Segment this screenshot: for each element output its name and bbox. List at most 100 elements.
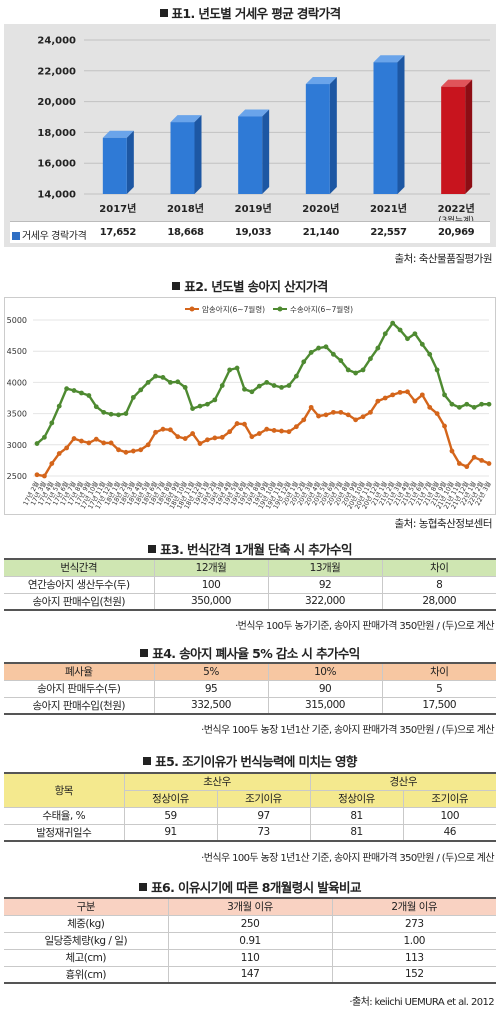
data-point (330, 351, 336, 357)
y-tick-label: 4000 (7, 378, 27, 387)
table2-title: 표2. 년도별 송아지 산지가격 (0, 276, 500, 295)
data-point (360, 367, 366, 373)
data-point (338, 409, 344, 415)
data-point (434, 367, 440, 373)
table5: 항목 초산우 경산우 정상이유 조기이유 정상이유 조기이유 수태율, % 59 9… (4, 772, 496, 842)
table6-title: 표6. 이유시기에 따른 8개월령시 발육비교 (0, 877, 500, 896)
table-row: 연간송아지 생산두수(두) 100 92 8 (4, 576, 496, 594)
data-point (405, 389, 410, 395)
data-point (427, 404, 433, 410)
data-point (293, 373, 299, 379)
legend-label: 수송아지(6~7월령) (290, 304, 353, 314)
data-point (368, 356, 373, 362)
table2-source: 출처: 농협축산정보센터 (394, 518, 493, 530)
data-point (316, 413, 321, 419)
data-point (486, 401, 492, 407)
table-row: 송아지 판매두수(두) 95 90 5 (4, 680, 496, 698)
data-point (390, 392, 396, 398)
bar-side (126, 130, 134, 194)
bar-side (397, 55, 405, 194)
data-point (256, 383, 262, 389)
data-point (212, 435, 218, 441)
bar-top (102, 130, 134, 138)
square-bullet-icon (139, 883, 148, 891)
table3-header-cell: 차이 (382, 558, 496, 577)
data-point (145, 442, 151, 448)
line-chart-panel: 5000 4500 4000 3500 3000 2500 암송아지(6~7월령) 수송아지(… (4, 297, 496, 515)
table3: 번식간격 12개월 13개월 차이 연간송아지 생산두수(두) 100 92 8 송아… (4, 558, 496, 611)
data-point (264, 380, 270, 385)
data-point (293, 424, 299, 430)
data-point (160, 375, 166, 380)
data-point (108, 411, 114, 417)
table3-header-cell: 12개월 (154, 558, 269, 577)
data-point (56, 451, 62, 456)
table1-title: 표1. 년도별 거세우 평균 경락가격 (0, 3, 500, 22)
x-tick-label: 2019년 (235, 202, 272, 215)
bar-chart: 24,000 22,000 20,000 18,000 16,000 14,000 2017… (37, 36, 490, 226)
data-point (419, 341, 425, 347)
bar-value-label: 22,557 (370, 227, 407, 238)
y-tick-label: 22,000 (37, 66, 76, 77)
data-point (234, 365, 240, 371)
table6: 구분 3개월 이유 2개월 이유 체중(kg) 250 273 일당증체량(kg /… (4, 897, 496, 984)
data-point (123, 411, 129, 416)
data-point (79, 390, 84, 396)
data-point (279, 428, 284, 434)
data-point (49, 420, 55, 426)
bar-value-label: 20,969 (438, 227, 475, 238)
data-point (308, 404, 314, 410)
data-point (93, 404, 99, 410)
bar-side (262, 109, 270, 194)
bar-top (305, 77, 337, 85)
data-point (486, 461, 492, 466)
data-point (108, 440, 114, 446)
line-chart: 5000 4500 4000 3500 3000 2500 암송아지(6~7월령) 수송아지(… (7, 304, 493, 510)
table5-header-cell: 초산우 (124, 772, 311, 791)
data-point (101, 409, 107, 415)
legend-marker (189, 306, 195, 312)
data-point (456, 404, 462, 410)
y-tick-label: 20,000 (37, 97, 76, 108)
square-bullet-icon (140, 649, 149, 657)
data-point (338, 358, 344, 363)
legend-item: 수송아지(6~7월령) (273, 304, 353, 314)
y-tick-label: 5000 (7, 316, 27, 325)
table5-subheader-cell: 조기이유 (217, 790, 311, 808)
table-row: 흉위(cm) 147 152 (4, 966, 496, 984)
data-point (316, 345, 321, 351)
bar (102, 130, 134, 194)
bar-front (441, 86, 466, 194)
table5-header-cell: 경산우 (310, 772, 496, 791)
legend-marker (277, 306, 283, 312)
table3-title: 표3. 번식간격 1개월 단축 시 추가수익 (0, 539, 500, 558)
legend-label: 암송아지(6~7월령) (202, 304, 265, 314)
bar (238, 109, 270, 194)
y-tick-label: 2500 (7, 472, 27, 481)
data-point (42, 473, 47, 479)
table-row: 발정재귀일수 91 73 81 46 (4, 824, 496, 842)
data-point (182, 436, 188, 441)
y-tick-label: 4500 (7, 347, 27, 356)
data-point (86, 440, 92, 446)
data-point (116, 447, 121, 453)
data-point (427, 351, 433, 357)
x-tick-label: 2017년 (99, 202, 136, 215)
table4-header-cell: 5% (154, 662, 269, 681)
data-point (390, 320, 396, 326)
bar (305, 77, 337, 194)
table4-header-cell: 10% (268, 662, 383, 681)
data-point (242, 386, 247, 392)
data-point (456, 461, 462, 466)
x-tick-label: 2021년 (370, 202, 407, 215)
data-point (442, 392, 447, 398)
table-row: 송아지 판매수입(천원) 332,500 315,000 17,500 (4, 697, 496, 715)
data-point (123, 449, 129, 455)
bar-front (170, 122, 195, 194)
data-point (249, 434, 255, 440)
table3-header-cell: 번식간격 (4, 558, 155, 577)
data-point (479, 401, 484, 407)
data-point (79, 438, 84, 444)
bar-top (238, 109, 270, 117)
data-point (205, 401, 210, 407)
